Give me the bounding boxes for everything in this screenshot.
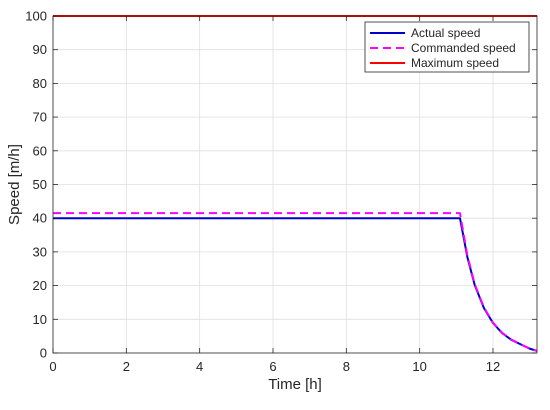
x-tick-label: 0	[49, 359, 56, 374]
y-tick-label: 20	[33, 278, 47, 293]
y-tick-label: 60	[33, 143, 47, 158]
y-tick-label: 40	[33, 211, 47, 226]
y-tick-label: 30	[33, 244, 47, 259]
y-tick-label: 50	[33, 177, 47, 192]
x-tick-label: 6	[269, 359, 276, 374]
y-tick-label: 90	[33, 42, 47, 57]
x-axis-label: Time [h]	[268, 376, 322, 393]
y-tick-label: 10	[33, 312, 47, 327]
y-tick-label: 70	[33, 110, 47, 125]
axes	[52, 15, 538, 354]
x-tick-label: 2	[123, 359, 130, 374]
y-axis-label: Speed [m/h]	[6, 144, 23, 225]
legend-label: Commanded speed	[411, 41, 516, 55]
legend-label: Maximum speed	[411, 56, 499, 70]
x-tick-label: 8	[343, 359, 350, 374]
y-tick-label: 0	[40, 346, 47, 361]
tick-labels: 0 2 4 6 8 10 12 0 10 20 30 40 50 60 70 80 90 100	[25, 9, 500, 375]
x-tick-label: 4	[196, 359, 203, 374]
series-line-commanded-speed	[53, 212, 538, 352]
x-tick-label: 12	[486, 359, 500, 374]
legend-label: Actual speed	[411, 26, 480, 40]
x-tick-label: 10	[412, 359, 426, 374]
y-tick-label: 100	[25, 9, 47, 24]
y-tick-label: 80	[33, 76, 47, 91]
